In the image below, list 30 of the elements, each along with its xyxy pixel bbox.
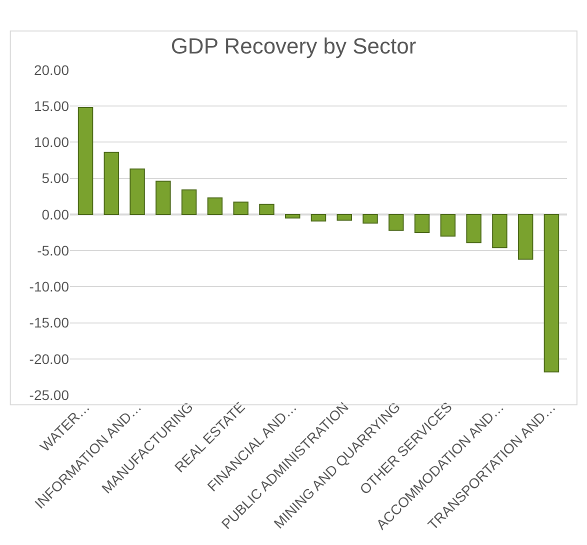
bar (156, 180, 171, 215)
bar (259, 204, 274, 215)
bar (181, 189, 197, 215)
bar (518, 214, 534, 260)
y-tick-label: -5.00 (37, 242, 70, 258)
y-tick-label: 20.00 (34, 62, 70, 78)
bar (207, 197, 223, 215)
bar (130, 168, 145, 215)
bar (285, 214, 300, 219)
y-tick-label: -25.00 (29, 386, 70, 403)
y-tick-label: 10.00 (34, 134, 70, 150)
bar (440, 214, 456, 237)
y-tick-label: 5.00 (42, 170, 70, 186)
y-tick-label: 0.00 (42, 206, 70, 222)
bar (104, 152, 120, 215)
bar (233, 202, 248, 215)
bar (78, 107, 94, 215)
bar (414, 214, 430, 233)
bar (388, 214, 404, 231)
y-tick-label: -20.00 (29, 350, 70, 367)
bar (492, 214, 508, 248)
y-tick-label: -10.00 (29, 278, 70, 295)
bar (336, 214, 352, 221)
chart-title: GDP Recovery by Sector (170, 34, 416, 59)
y-tick-label: 15.00 (34, 98, 70, 114)
bar (362, 214, 378, 224)
y-tick-label: -15.00 (29, 314, 70, 331)
bar (544, 214, 560, 372)
bar (466, 214, 482, 244)
bar (310, 214, 326, 222)
